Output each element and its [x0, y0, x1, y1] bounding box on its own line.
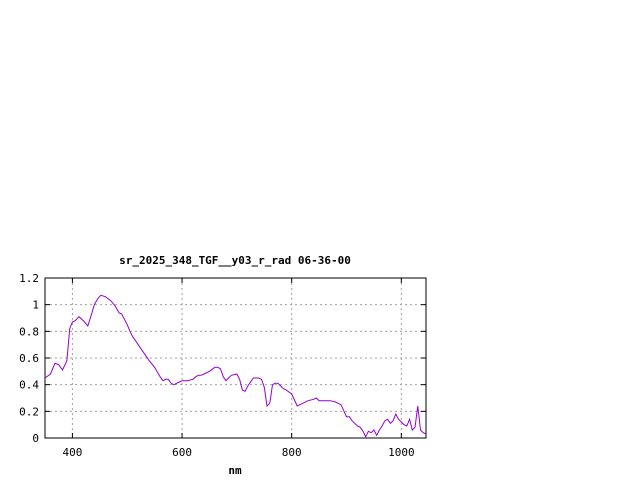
y-tick-label: 1 — [32, 299, 39, 312]
grid-lines — [45, 278, 426, 438]
chart-title: sr_2025_348_TGF__y03_r_rad 06-36-00 — [119, 254, 351, 267]
y-tick-label: 0.4 — [19, 379, 39, 392]
y-tick-label: 0.2 — [19, 405, 39, 418]
x-tick-label: 400 — [62, 446, 82, 459]
y-tick-label: 0 — [32, 432, 39, 445]
y-tick-label: 0.6 — [19, 352, 39, 365]
x-axis-label: nm — [228, 464, 242, 477]
series-line — [44, 294, 427, 438]
x-tick-label: 800 — [282, 446, 302, 459]
x-tick-label: 1000 — [388, 446, 415, 459]
axis-ticks — [45, 277, 426, 439]
y-tick-label: 0.8 — [19, 325, 39, 338]
x-tick-labels: 400 600 800 1000 — [62, 446, 414, 459]
y-tick-label: 1.2 — [19, 272, 39, 285]
y-tick-labels: 0 0.2 0.4 0.6 0.8 1 1.2 — [19, 272, 39, 445]
x-tick-label: 600 — [172, 446, 192, 459]
